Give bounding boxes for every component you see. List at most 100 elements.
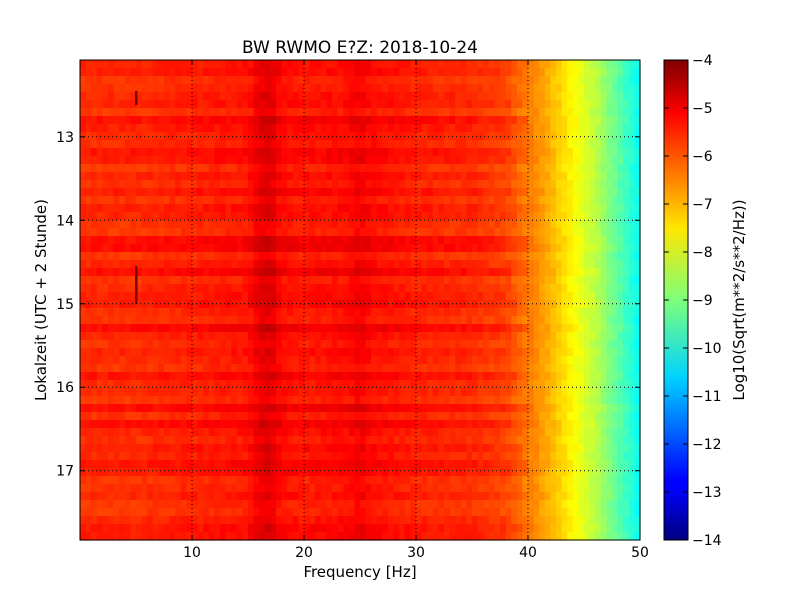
heatmap-cell bbox=[130, 260, 137, 269]
heatmap-cell bbox=[388, 196, 395, 205]
heatmap-cell bbox=[371, 180, 378, 189]
heatmap-cell bbox=[494, 340, 501, 349]
heatmap-cell bbox=[276, 252, 283, 261]
heatmap-cell bbox=[348, 372, 355, 381]
heatmap-cell bbox=[354, 348, 361, 357]
heatmap-cell bbox=[494, 188, 501, 197]
heatmap-cell bbox=[360, 92, 367, 101]
heatmap-cell bbox=[231, 236, 238, 245]
heatmap-cell bbox=[404, 380, 411, 389]
heatmap-cell bbox=[320, 388, 327, 397]
heatmap-cell bbox=[141, 420, 148, 429]
heatmap-cell bbox=[354, 444, 361, 453]
heatmap-cell bbox=[264, 380, 271, 389]
heatmap-cell bbox=[276, 372, 283, 381]
heatmap-cell bbox=[253, 156, 260, 165]
heatmap-cell bbox=[544, 100, 551, 109]
heatmap-cell bbox=[208, 164, 215, 173]
heatmap-cell bbox=[444, 124, 451, 133]
heatmap-cell bbox=[281, 396, 288, 405]
heatmap-cell bbox=[600, 84, 607, 93]
heatmap-cell bbox=[225, 332, 232, 341]
heatmap-cell bbox=[136, 148, 143, 157]
heatmap-cell bbox=[410, 348, 417, 357]
heatmap-cell bbox=[113, 236, 120, 245]
heatmap-cell bbox=[533, 300, 540, 309]
heatmap-cell bbox=[556, 404, 563, 413]
heatmap-cell bbox=[539, 132, 546, 141]
heatmap-cell bbox=[225, 92, 232, 101]
heatmap-cell bbox=[281, 148, 288, 157]
heatmap-cell bbox=[600, 220, 607, 229]
heatmap-cell bbox=[169, 300, 176, 309]
heatmap-cell bbox=[180, 364, 187, 373]
heatmap-cell bbox=[455, 412, 462, 421]
heatmap-cell bbox=[113, 172, 120, 181]
heatmap-cell bbox=[309, 172, 316, 181]
heatmap-cell bbox=[231, 308, 238, 317]
heatmap-cell bbox=[236, 396, 243, 405]
heatmap-cell bbox=[91, 156, 98, 165]
heatmap-cell bbox=[220, 164, 227, 173]
heatmap-cell bbox=[432, 236, 439, 245]
heatmap-cell bbox=[600, 124, 607, 133]
heatmap-cell bbox=[220, 84, 227, 93]
heatmap-cell bbox=[220, 268, 227, 277]
heatmap-cell bbox=[595, 308, 602, 317]
heatmap-cell bbox=[348, 444, 355, 453]
heatmap-cell bbox=[175, 340, 182, 349]
heatmap-cell bbox=[354, 84, 361, 93]
heatmap-cell bbox=[544, 244, 551, 253]
heatmap-cell bbox=[236, 196, 243, 205]
heatmap-cell bbox=[388, 164, 395, 173]
heatmap-cell bbox=[91, 68, 98, 77]
heatmap-cell bbox=[477, 116, 484, 125]
heatmap-cell bbox=[253, 420, 260, 429]
heatmap-cell bbox=[511, 300, 518, 309]
heatmap-cell bbox=[164, 196, 171, 205]
heatmap-cell bbox=[584, 332, 591, 341]
heatmap-cell bbox=[522, 60, 529, 69]
heatmap-cell bbox=[315, 244, 322, 253]
heatmap-cell bbox=[259, 124, 266, 133]
heatmap-cell bbox=[343, 396, 350, 405]
heatmap-cell bbox=[472, 212, 479, 221]
heatmap-cell bbox=[488, 164, 495, 173]
heatmap-cell bbox=[287, 444, 294, 453]
heatmap-cell bbox=[393, 324, 400, 333]
heatmap-cell bbox=[292, 188, 299, 197]
heatmap-cell bbox=[460, 68, 467, 77]
heatmap-cell bbox=[550, 388, 557, 397]
heatmap-cell bbox=[634, 260, 641, 269]
heatmap-cell bbox=[500, 156, 507, 165]
heatmap-cell bbox=[197, 164, 204, 173]
heatmap-cell bbox=[416, 204, 423, 213]
heatmap-cell bbox=[270, 116, 277, 125]
heatmap-cell bbox=[533, 380, 540, 389]
heatmap-cell bbox=[192, 132, 199, 141]
heatmap-cell bbox=[242, 340, 249, 349]
heatmap-cell bbox=[298, 108, 305, 117]
heatmap-cell bbox=[248, 380, 255, 389]
heatmap-cell bbox=[197, 204, 204, 213]
heatmap-cell bbox=[494, 364, 501, 373]
heatmap-cell bbox=[561, 100, 568, 109]
heatmap-cell bbox=[214, 308, 221, 317]
heatmap-cell bbox=[516, 276, 523, 285]
heatmap-cell bbox=[438, 340, 445, 349]
heatmap-cell bbox=[404, 100, 411, 109]
heatmap-cell bbox=[360, 436, 367, 445]
heatmap-cell bbox=[113, 148, 120, 157]
heatmap-cell bbox=[348, 220, 355, 229]
heatmap-cell bbox=[455, 436, 462, 445]
heatmap-cell bbox=[623, 284, 630, 293]
heatmap-cell bbox=[522, 276, 529, 285]
heatmap-cell bbox=[634, 268, 641, 277]
heatmap-cell bbox=[276, 356, 283, 365]
heatmap-cell bbox=[432, 204, 439, 213]
heatmap-cell bbox=[96, 148, 103, 157]
heatmap-cell bbox=[505, 124, 512, 133]
heatmap-cell bbox=[360, 324, 367, 333]
heatmap-cell bbox=[427, 92, 434, 101]
heatmap-cell bbox=[455, 252, 462, 261]
